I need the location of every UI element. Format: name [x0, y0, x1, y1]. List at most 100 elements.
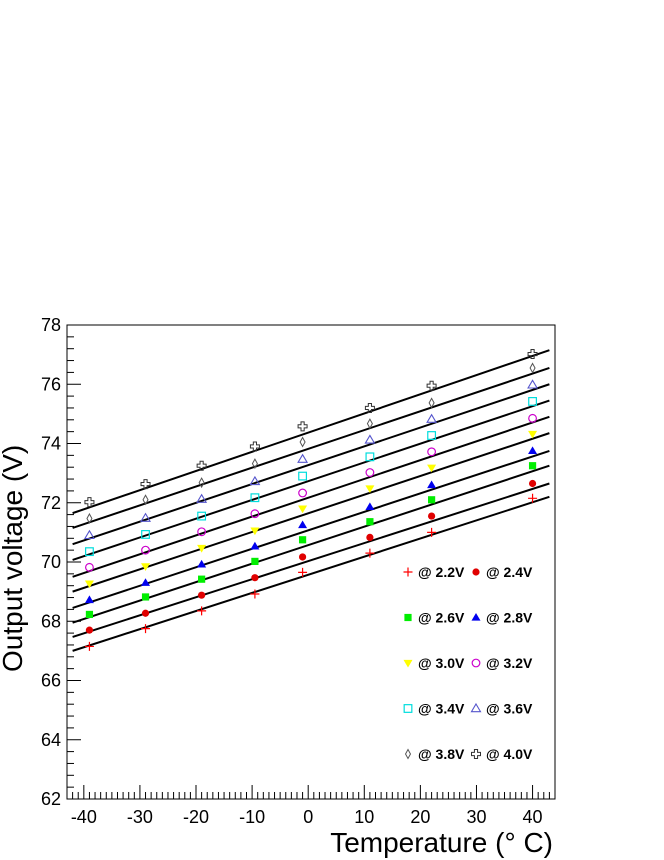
y-tick-label: 64 — [41, 730, 61, 750]
data-point — [298, 553, 307, 561]
data-point — [427, 480, 437, 489]
legend-marker — [404, 748, 412, 760]
data-point — [298, 471, 308, 481]
legend-label: @ 3.2V — [486, 655, 533, 671]
y-tick-label: 72 — [41, 493, 61, 513]
y-tick-label: 68 — [41, 611, 61, 631]
legend-marker — [403, 659, 413, 668]
data-point — [527, 379, 539, 389]
data-point — [84, 580, 94, 589]
data-point — [141, 578, 151, 586]
data-point — [197, 544, 207, 553]
data-point — [140, 512, 151, 522]
data-point — [250, 541, 260, 550]
data-point — [365, 468, 375, 477]
legend-label: @ 2.2V — [418, 564, 465, 580]
data-point — [197, 527, 207, 537]
data-point — [427, 464, 437, 473]
data-point — [250, 509, 260, 519]
fit-line — [72, 432, 550, 593]
data-point — [528, 462, 537, 470]
data-point — [366, 533, 374, 542]
data-point — [527, 349, 538, 360]
data-point — [141, 624, 151, 634]
data-point — [528, 397, 537, 406]
legend-marker — [471, 749, 481, 759]
data-point — [84, 595, 94, 604]
y-axis: 62 64 66 68 70 72 74 76 78 — [41, 315, 81, 809]
legend: @ 2.2V @ 2.4V @ 2.6V @ 2.8V @ 3.0V @ 3.2V @ 3.… — [403, 564, 533, 762]
data-point — [426, 413, 438, 423]
x-tick-label: 20 — [410, 807, 430, 827]
data-points — [83, 349, 539, 651]
x-tick-label: -10 — [239, 807, 265, 827]
data-point — [427, 496, 436, 504]
data-point — [198, 575, 206, 583]
data-point — [364, 434, 376, 444]
data-point — [528, 413, 537, 423]
data-point — [198, 477, 205, 489]
x-axis-title: Temperature (° C) — [330, 827, 553, 858]
y-tick-label: 62 — [41, 789, 61, 809]
legend-label: @ 2.6V — [418, 610, 465, 626]
data-point — [141, 563, 151, 571]
data-point — [249, 441, 260, 452]
x-tick-label: 30 — [466, 807, 486, 827]
data-point — [364, 402, 375, 413]
data-point — [85, 562, 94, 572]
fit-line — [72, 415, 550, 578]
data-point — [85, 610, 94, 619]
data-point — [298, 536, 307, 544]
fit-line — [72, 482, 550, 638]
fit-line — [72, 349, 550, 515]
data-point — [426, 380, 437, 391]
y-tick-label: 70 — [41, 552, 61, 572]
x-tick-label: -30 — [127, 807, 153, 827]
data-point — [84, 641, 94, 651]
data-point — [250, 589, 260, 599]
legend-label: @ 3.0V — [418, 655, 465, 671]
data-point — [298, 488, 308, 498]
data-point — [366, 418, 373, 430]
data-point — [197, 559, 207, 568]
data-point — [250, 493, 260, 503]
data-point — [85, 626, 94, 634]
data-point — [251, 458, 258, 470]
legend-label: @ 2.4V — [486, 564, 533, 580]
data-point — [197, 511, 207, 521]
fit-line — [72, 495, 550, 652]
fit-line — [72, 449, 550, 609]
data-point — [142, 494, 149, 506]
data-point — [528, 493, 538, 503]
data-point — [250, 527, 260, 536]
plot-frame — [66, 324, 556, 800]
legend-label: @ 3.6V — [486, 701, 533, 717]
data-point — [529, 362, 536, 374]
data-point — [249, 475, 261, 486]
data-point — [365, 452, 375, 462]
data-point — [141, 593, 150, 601]
fit-line — [72, 464, 550, 624]
legend-label: @ 2.8V — [486, 610, 533, 626]
data-point — [85, 547, 94, 557]
legend-marker — [470, 702, 482, 713]
legend-marker — [471, 613, 481, 621]
data-point — [83, 529, 95, 540]
data-point — [366, 518, 374, 526]
data-point — [251, 574, 259, 582]
x-tick-label: 0 — [303, 807, 313, 827]
legend-marker — [471, 658, 481, 668]
y-tick-label: 74 — [41, 434, 61, 454]
data-point — [141, 609, 150, 617]
data-point — [141, 545, 150, 555]
fit-line — [72, 367, 550, 529]
fit-line — [72, 399, 550, 561]
y-axis-title: Output voltage (V) — [0, 445, 28, 672]
data-point — [427, 512, 436, 520]
data-point — [528, 446, 538, 455]
legend-label: @ 3.8V — [418, 746, 465, 762]
data-point — [197, 606, 207, 616]
data-point — [298, 520, 308, 529]
legend-marker — [404, 613, 412, 622]
